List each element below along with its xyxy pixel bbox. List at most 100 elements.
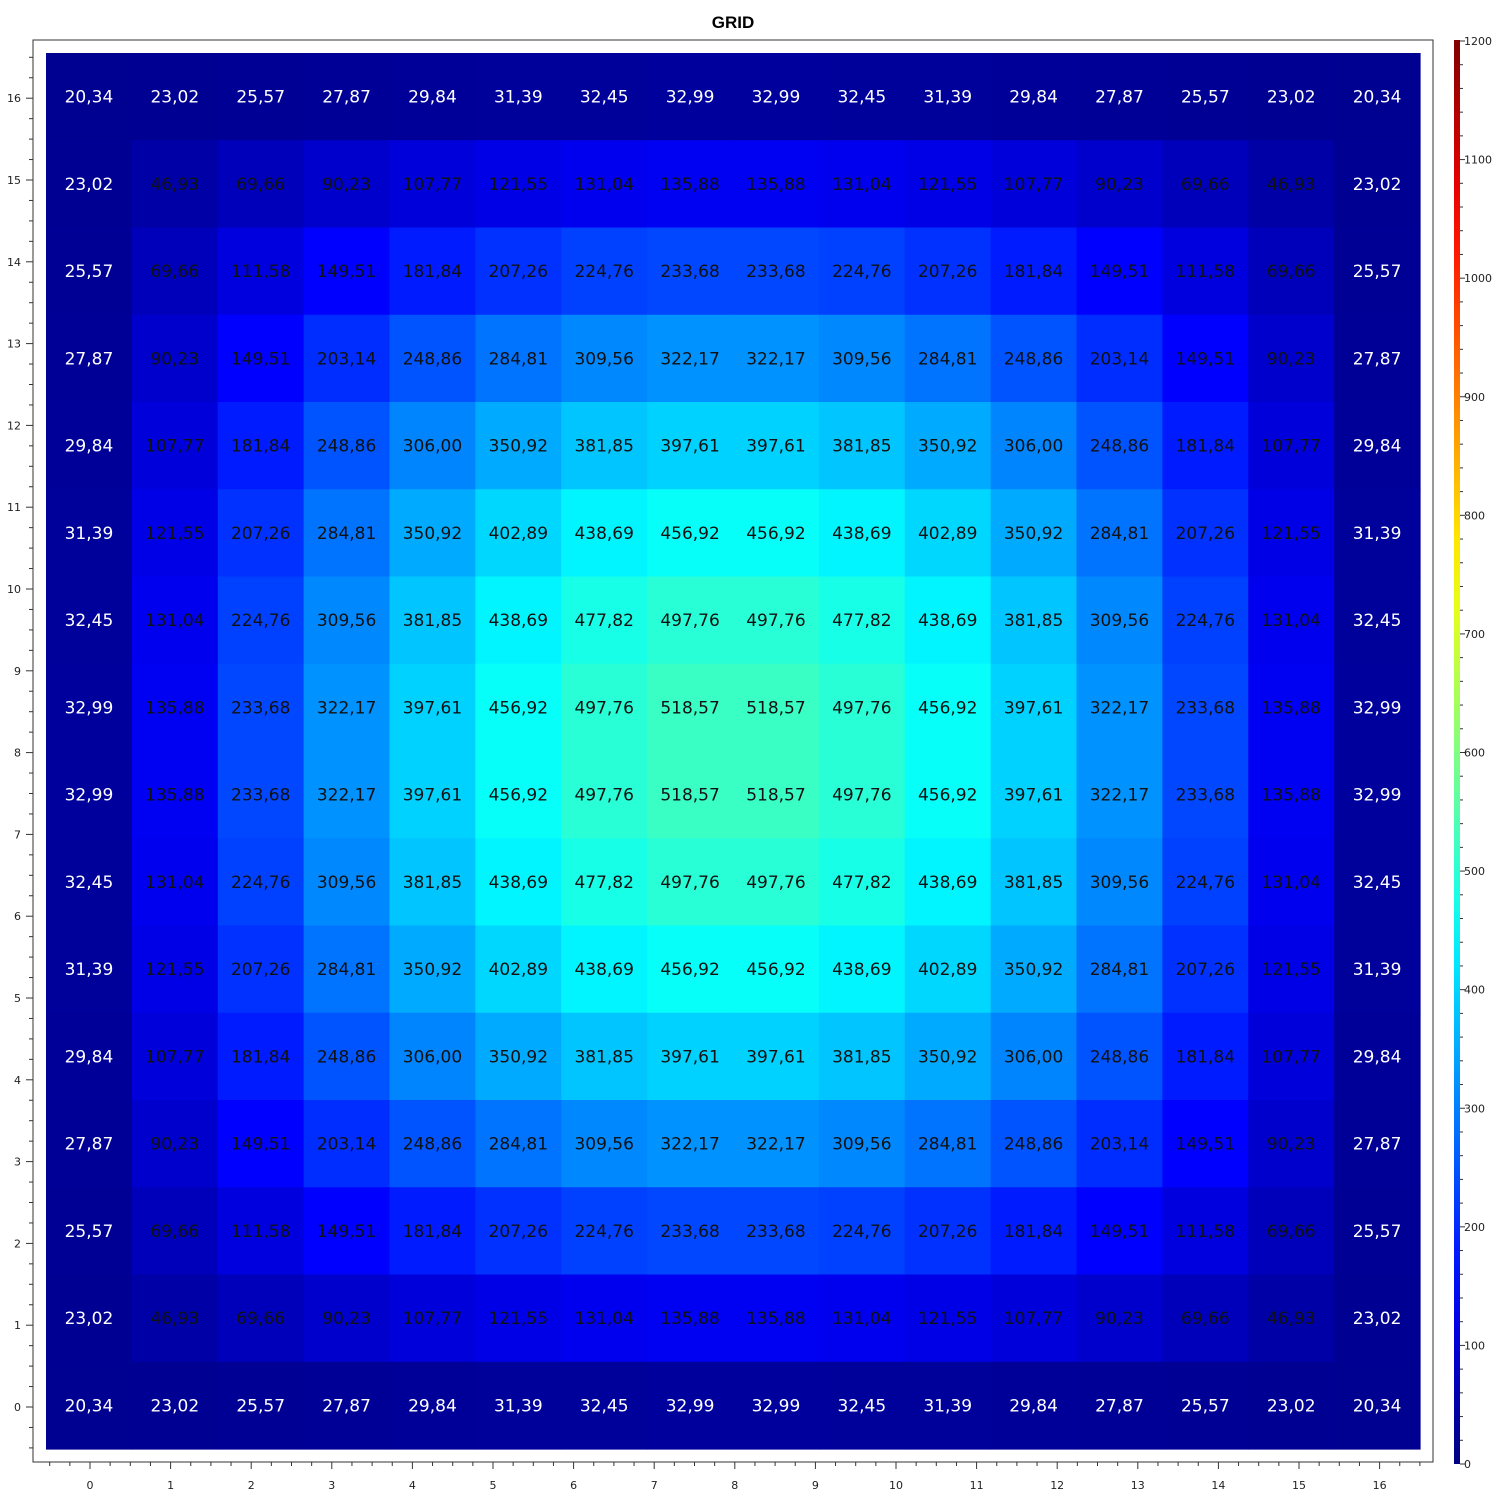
heatmap-cell bbox=[217, 576, 305, 665]
heatmap-cell bbox=[217, 53, 305, 141]
cell-value-label: 32,45 bbox=[65, 873, 114, 893]
heatmap-cell bbox=[647, 314, 734, 403]
cell-value-label: 284,81 bbox=[489, 1135, 548, 1155]
colorbar-tick-label: 1100 bbox=[1464, 154, 1492, 167]
cell-value-label: 397,61 bbox=[660, 1047, 719, 1067]
heatmap-cell bbox=[733, 314, 820, 403]
heatmap-cell bbox=[818, 314, 906, 403]
heatmap-cell bbox=[303, 489, 391, 578]
cell-value-label: 107,77 bbox=[145, 1047, 204, 1067]
heatmap-cell bbox=[1248, 1012, 1335, 1101]
heatmap-cell bbox=[1334, 140, 1421, 229]
cell-value-label: 381,85 bbox=[403, 873, 462, 893]
heatmap-cell bbox=[303, 402, 391, 490]
heatmap-cell bbox=[990, 1100, 1078, 1188]
heatmap-cell bbox=[46, 1361, 133, 1450]
x-tick-label: 4 bbox=[409, 1479, 416, 1492]
cell-value-label: 456,92 bbox=[660, 524, 719, 544]
cell-value-label: 233,68 bbox=[1176, 786, 1235, 806]
heatmap-cell bbox=[1334, 489, 1421, 578]
cell-value-label: 497,76 bbox=[832, 786, 891, 806]
heatmap-cell bbox=[389, 140, 476, 229]
cell-value-label: 31,39 bbox=[494, 88, 543, 108]
heatmap-cell bbox=[131, 663, 219, 752]
heatmap-cell bbox=[217, 1012, 305, 1101]
cell-value-label: 90,23 bbox=[322, 1309, 371, 1329]
cell-value-label: 233,68 bbox=[231, 786, 290, 806]
cell-value-label: 32,99 bbox=[752, 88, 801, 108]
heatmap-cell bbox=[46, 489, 133, 578]
cell-value-label: 121,55 bbox=[489, 1309, 548, 1329]
heatmap-cell bbox=[1076, 402, 1163, 490]
heatmap-cell bbox=[217, 1187, 305, 1276]
cell-value-label: 233,68 bbox=[660, 1222, 719, 1242]
heatmap-cell bbox=[818, 402, 906, 490]
heatmap-cell bbox=[561, 1012, 648, 1101]
cell-value-label: 46,93 bbox=[150, 1309, 199, 1329]
cell-value-label: 32,99 bbox=[666, 1396, 715, 1416]
cell-value-label: 203,14 bbox=[317, 349, 376, 369]
cell-value-label: 381,85 bbox=[1004, 873, 1063, 893]
cell-value-label: 350,92 bbox=[489, 1047, 548, 1067]
colorbar-tick-label: 1200 bbox=[1464, 35, 1492, 48]
cell-value-label: 27,87 bbox=[65, 349, 114, 369]
heatmap-cell bbox=[131, 838, 219, 927]
heatmap-cell bbox=[1076, 314, 1163, 403]
heatmap-cell bbox=[1248, 1187, 1335, 1276]
cell-value-label: 131,04 bbox=[574, 1309, 633, 1329]
heatmap-cell bbox=[561, 1100, 648, 1188]
cell-value-label: 69,66 bbox=[236, 175, 285, 195]
heatmap-cell bbox=[561, 53, 648, 141]
cell-value-label: 497,76 bbox=[746, 611, 805, 631]
cell-value-label: 438,69 bbox=[832, 960, 891, 980]
heatmap-cell bbox=[647, 663, 734, 752]
cell-value-label: 181,84 bbox=[1176, 437, 1235, 457]
cell-value-label: 322,17 bbox=[317, 786, 376, 806]
cell-value-label: 32,99 bbox=[1353, 698, 1402, 718]
heatmap-cell bbox=[1076, 576, 1163, 665]
y-tick-label: 3 bbox=[14, 1156, 21, 1169]
cell-value-label: 224,76 bbox=[231, 873, 290, 893]
cell-value-label: 32,45 bbox=[837, 88, 886, 108]
cell-value-label: 381,85 bbox=[403, 611, 462, 631]
cell-value-label: 322,17 bbox=[746, 349, 805, 369]
cell-value-label: 402,89 bbox=[918, 960, 977, 980]
cell-value-label: 181,84 bbox=[1004, 1222, 1063, 1242]
heatmap-cell bbox=[733, 489, 820, 578]
cell-value-label: 497,76 bbox=[660, 611, 719, 631]
cell-value-label: 25,57 bbox=[65, 1222, 114, 1242]
cell-value-label: 233,68 bbox=[660, 262, 719, 282]
heatmap-cell bbox=[1248, 925, 1335, 1014]
x-tick-label: 3 bbox=[328, 1479, 335, 1492]
cell-value-label: 20,34 bbox=[1353, 88, 1402, 108]
heatmap-cell bbox=[990, 140, 1078, 229]
cell-value-label: 181,84 bbox=[1176, 1047, 1235, 1067]
heatmap-cell bbox=[904, 576, 992, 665]
cell-value-labels: 20,34 23,02 25,57 27,87 29,84 31,39 32,45 32,99… bbox=[65, 88, 1402, 1417]
heatmap-cell bbox=[46, 227, 133, 316]
heatmap-cell bbox=[46, 140, 133, 229]
heatmap-cell bbox=[1334, 1100, 1421, 1188]
heatmap-cell bbox=[647, 576, 734, 665]
cell-value-label: 149,51 bbox=[1090, 1222, 1149, 1242]
cell-value-label: 309,56 bbox=[832, 1135, 891, 1155]
heatmap-cell bbox=[733, 227, 820, 316]
heatmap-cell bbox=[1076, 1187, 1163, 1276]
x-tick-label: 8 bbox=[731, 1479, 738, 1492]
heatmap-cell bbox=[1334, 751, 1421, 839]
heatmap-cell bbox=[561, 1187, 648, 1276]
cell-value-label: 135,88 bbox=[1261, 698, 1320, 718]
cell-value-label: 135,88 bbox=[660, 1309, 719, 1329]
cell-value-label: 31,39 bbox=[1353, 960, 1402, 980]
y-tick-label: 15 bbox=[7, 174, 21, 187]
cell-value-label: 497,76 bbox=[746, 873, 805, 893]
cell-value-label: 32,45 bbox=[1353, 873, 1402, 893]
cell-value-label: 309,56 bbox=[574, 1135, 633, 1155]
heatmap-cell bbox=[1162, 1274, 1249, 1363]
y-tick-label: 13 bbox=[7, 338, 21, 351]
heatmap-cell bbox=[1248, 227, 1335, 316]
heatmap-cell bbox=[733, 1274, 820, 1363]
heatmap-cell bbox=[647, 1012, 734, 1101]
